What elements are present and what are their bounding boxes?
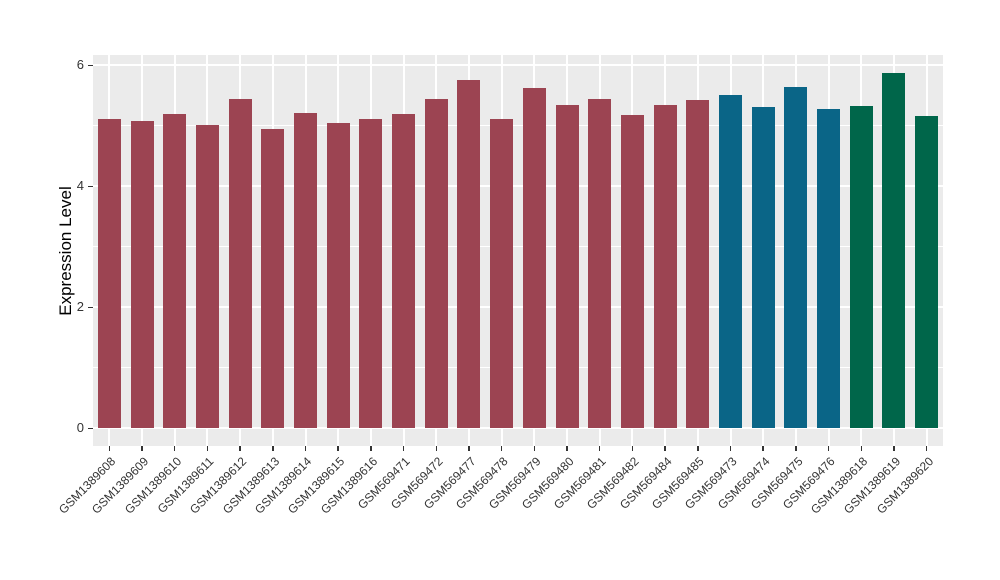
x-axis-tick	[729, 446, 732, 451]
minor-gridline	[93, 246, 943, 248]
y-tick-label: 6	[76, 57, 84, 73]
y-axis-tick	[88, 306, 93, 309]
bar-GSM1389608	[97, 118, 121, 429]
bar-GSM569474	[751, 107, 775, 429]
bar-GSM1389618	[849, 105, 873, 429]
bar-GSM569484	[653, 104, 677, 429]
y-tick-label: 2	[76, 299, 84, 315]
x-axis-tick	[468, 446, 470, 451]
x-axis-tick	[631, 446, 634, 451]
x-axis-tick	[566, 446, 568, 451]
x-axis-tick	[206, 446, 209, 451]
x-axis-tick	[533, 446, 536, 451]
y-tick-label: 0	[76, 420, 84, 436]
bar-GSM1389613	[261, 129, 285, 429]
bar-GSM1389614	[294, 113, 317, 429]
bar-GSM1389609	[130, 120, 154, 429]
bar-GSM569472	[424, 99, 448, 429]
major-gridline	[93, 64, 943, 67]
bar-GSM569477	[457, 80, 481, 429]
x-axis-tick	[272, 446, 274, 451]
bar-GSM569478	[490, 118, 514, 429]
x-axis-tick	[893, 446, 895, 451]
x-axis-tick	[598, 446, 601, 451]
x-axis-tick	[925, 446, 928, 451]
x-axis-tick	[762, 446, 764, 451]
x-axis-tick	[239, 446, 241, 451]
x-axis-tick	[402, 446, 405, 451]
bar-GSM1389616	[359, 119, 383, 429]
bar-GSM1389610	[163, 114, 187, 429]
bar-GSM569471	[392, 113, 416, 429]
minor-gridline	[93, 125, 943, 127]
bar-GSM1389620	[915, 116, 939, 429]
bar-GSM1389611	[195, 124, 219, 429]
bar-GSM1389619	[882, 72, 906, 429]
bar-GSM569482	[620, 114, 644, 429]
x-axis-tick	[141, 446, 143, 451]
bar-GSM569476	[817, 108, 841, 429]
bar-GSM569479	[522, 88, 546, 429]
major-gridline	[93, 185, 943, 188]
plot-panel	[93, 55, 943, 446]
x-axis-tick	[337, 446, 339, 451]
major-gridline	[93, 306, 943, 309]
bar-GSM569485	[686, 99, 710, 429]
y-axis-title: Expression Level	[56, 185, 75, 316]
bar-GSM1389615	[326, 122, 350, 429]
x-axis-tick	[108, 446, 111, 451]
x-axis-tick	[304, 446, 307, 451]
x-axis-tick	[795, 446, 797, 451]
x-axis-tick	[697, 446, 699, 451]
major-gridline	[93, 427, 943, 430]
y-axis-tick	[88, 185, 93, 188]
minor-gridline	[93, 367, 943, 369]
bar-GSM569473	[719, 94, 742, 429]
x-axis-tick	[827, 446, 830, 451]
x-axis-tick	[860, 446, 863, 451]
bar-GSM569475	[784, 87, 808, 429]
y-axis-tick	[88, 64, 93, 67]
x-axis-tick	[435, 446, 438, 451]
bar-GSM569480	[555, 104, 579, 429]
x-axis-tick	[173, 446, 176, 451]
x-axis-tick	[664, 446, 666, 451]
y-tick-label: 4	[76, 178, 84, 194]
bar-GSM569481	[588, 99, 612, 429]
bar-GSM1389612	[228, 98, 252, 429]
x-axis-tick	[500, 446, 503, 451]
y-axis-tick	[88, 427, 93, 430]
x-axis-tick	[370, 446, 372, 451]
